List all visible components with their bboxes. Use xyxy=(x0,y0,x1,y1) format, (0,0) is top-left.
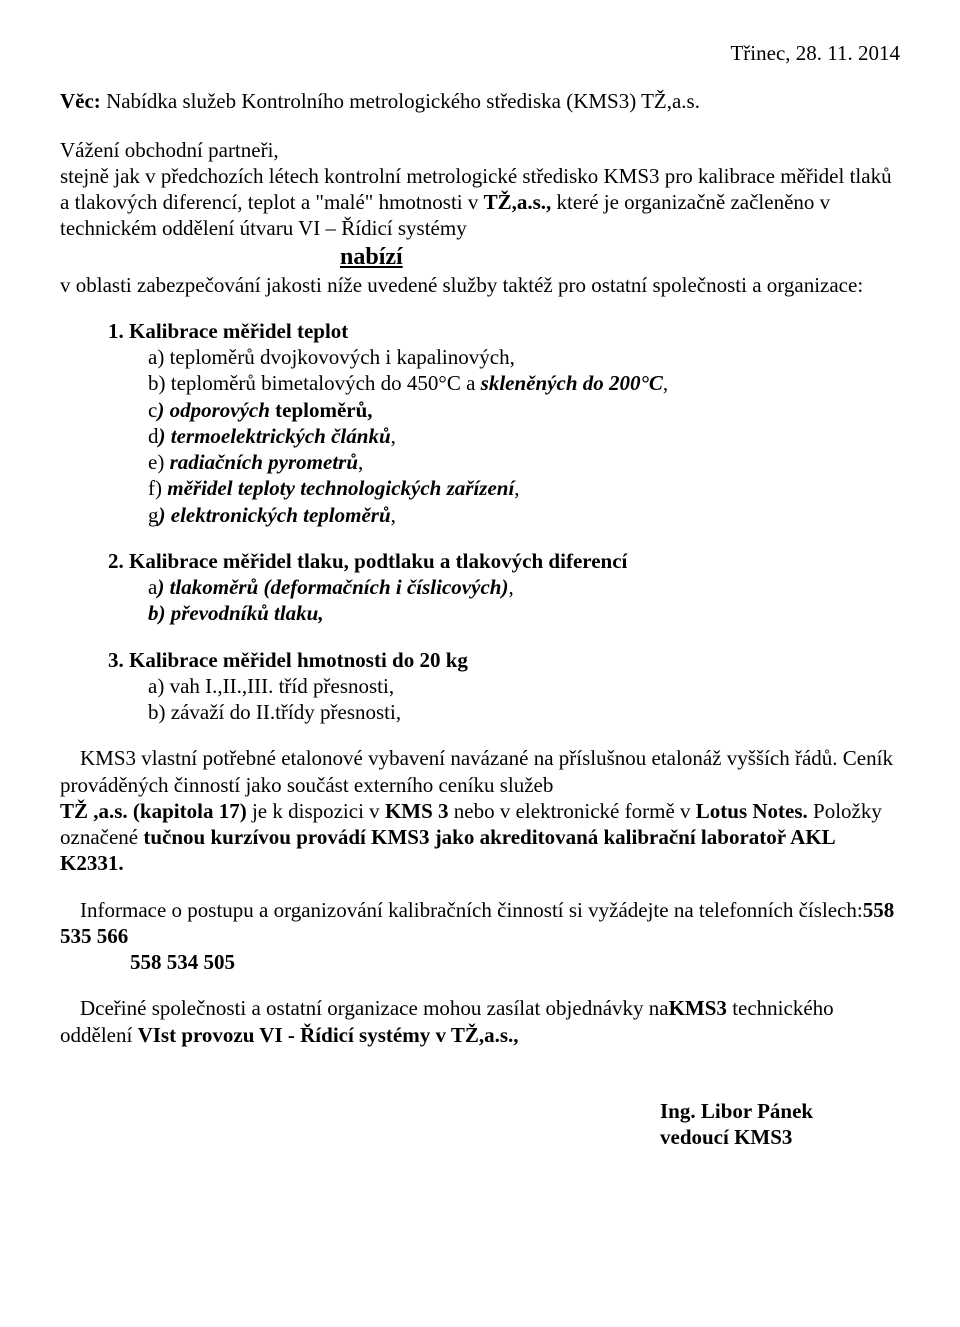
s1-d-pre: d xyxy=(148,424,159,448)
closing2-t1: Informace o postupu a organizování kalib… xyxy=(60,897,863,923)
s1-e-tail: , xyxy=(358,450,363,474)
intro-p3: v oblasti zabezpečování jakosti níže uve… xyxy=(60,272,900,298)
s1-b-bi: skleněných do 200°C xyxy=(481,371,663,395)
closing1-d: KMS 3 xyxy=(385,799,449,823)
s1-a: a) teploměrů dvojkovových i kapalinových… xyxy=(148,344,900,370)
s1-f-tail: , xyxy=(514,476,519,500)
closing1-f: Lotus Notes. xyxy=(696,799,808,823)
closing1-e: nebo v elektronické formě v xyxy=(449,799,696,823)
s1-e: e) radiačních pyrometrů, xyxy=(148,449,900,475)
s1-g-pre: g xyxy=(148,503,159,527)
s1-c-pre: c xyxy=(148,398,157,422)
closing2-line1: Informace o postupu a organizování kalib… xyxy=(60,897,900,950)
s1-e-bi: radiačních pyrometrů xyxy=(170,450,358,474)
phone-2: 558 534 505 xyxy=(130,950,235,974)
s1-f-plain: f) xyxy=(148,476,167,500)
s1-g-bi: ) elektronických teploměrů xyxy=(159,503,391,527)
section-2: 2. Kalibrace měřidel tlaku, podtlaku a t… xyxy=(108,548,900,627)
intro-p1: Vážení obchodní partneři, xyxy=(60,137,900,163)
section-3-head: 3. Kalibrace měřidel hmotnosti do 20 kg xyxy=(108,647,900,673)
s2-a-tail: , xyxy=(508,575,513,599)
section-2-items: a) tlakoměrů (deformačních i číslicových… xyxy=(148,574,900,627)
s2-b-bi: b) převodníků tlaku, xyxy=(148,601,324,625)
s2-a-pre: a xyxy=(148,575,157,599)
closing1-b: TŽ ,a.s. (kapitola 17) xyxy=(60,799,247,823)
s1-f-bi: měřidel teploty technologických zařízení xyxy=(167,476,514,500)
section-1-head: 1. Kalibrace měřidel teplot xyxy=(108,318,900,344)
subject-line: Věc: Nabídka služeb Kontrolního metrolog… xyxy=(60,88,900,114)
s2-a-bi: ) tlakoměrů (deformačních i číslicových) xyxy=(157,575,508,599)
closing-para-3: Dceřiné společnosti a ostatní organizace… xyxy=(60,995,900,1048)
s1-e-plain: e) xyxy=(148,450,170,474)
signature-block: Ing. Libor Pánek vedoucí KMS3 xyxy=(660,1098,900,1151)
closing-para-1: KMS3 vlastní potřebné etalonové vybavení… xyxy=(60,745,900,876)
closing-para-2: Informace o postupu a organizování kalib… xyxy=(60,897,900,976)
signature-name: Ing. Libor Pánek xyxy=(660,1098,900,1124)
closing1-h: tučnou kurzívou provádí KMS3 jako akredi… xyxy=(60,825,835,875)
s1-b-tail: , xyxy=(663,371,668,395)
intro-p2b: TŽ,a.s., xyxy=(484,190,552,214)
s1-g-tail: , xyxy=(391,503,396,527)
subject-label: Věc: xyxy=(60,89,101,113)
closing1-c: je k dispozici v xyxy=(247,799,385,823)
closing3-b1: KMS3 xyxy=(669,996,727,1020)
section-3: 3. Kalibrace měřidel hmotnosti do 20 kg … xyxy=(108,647,900,726)
s1-g: g) elektronických teploměrů, xyxy=(148,502,900,528)
s1-f: f) měřidel teploty technologických zaříz… xyxy=(148,475,900,501)
closing3-t1: Dceřiné společnosti a ostatní organizace… xyxy=(60,995,669,1021)
document-page: Třinec, 28. 11. 2014 Věc: Nabídka služeb… xyxy=(0,0,960,1327)
section-3-items: a) vah I.,II.,III. tříd přesnosti, b) zá… xyxy=(148,673,900,726)
s1-b: b) teploměrů bimetalových do 450°C a skl… xyxy=(148,370,900,396)
section-1: 1. Kalibrace měřidel teplot a) teploměrů… xyxy=(108,318,900,528)
s1-c-bold: teploměrů, xyxy=(270,398,373,422)
nabizi-line: nabízí xyxy=(60,242,900,272)
closing1-a: KMS3 vlastní potřebné etalonové vybavení… xyxy=(60,745,900,798)
intro-p2: stejně jak v předchozích létech kontroln… xyxy=(60,163,900,242)
s2-a: a) tlakoměrů (deformačních i číslicových… xyxy=(148,574,900,600)
intro-block: Vážení obchodní partneři, stejně jak v p… xyxy=(60,137,900,298)
s1-b-plain: b) teploměrů bimetalových do 450°C a xyxy=(148,371,481,395)
s2-b: b) převodníků tlaku, xyxy=(148,600,900,626)
s3-b: b) závaží do II.třídy přesnosti, xyxy=(148,699,900,725)
s1-c-bi: ) odporových xyxy=(157,398,270,422)
subject-text: Nabídka služeb Kontrolního metrologickéh… xyxy=(101,89,700,113)
s1-c: c) odporových teploměrů, xyxy=(148,397,900,423)
s1-d-tail: , xyxy=(391,424,396,448)
nabizi-word: nabízí xyxy=(340,242,403,272)
section-2-head: 2. Kalibrace měřidel tlaku, podtlaku a t… xyxy=(108,548,900,574)
date-line: Třinec, 28. 11. 2014 xyxy=(60,40,900,66)
closing3-b2: VIst provozu VI - Řídicí systémy v TŽ,a.… xyxy=(138,1023,519,1047)
signature-title: vedoucí KMS3 xyxy=(660,1124,900,1150)
s1-d: d) termoelektrických článků, xyxy=(148,423,900,449)
closing2-line2: 558 534 505 xyxy=(130,949,900,975)
s1-d-bi: ) termoelektrických článků xyxy=(159,424,391,448)
section-1-items: a) teploměrů dvojkovových i kapalinových… xyxy=(148,344,900,528)
s3-a: a) vah I.,II.,III. tříd přesnosti, xyxy=(148,673,900,699)
